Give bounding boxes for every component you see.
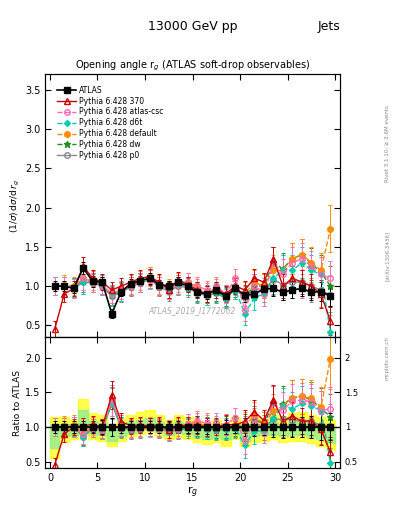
- Legend: ATLAS, Pythia 6.428 370, Pythia 6.428 atlas-csc, Pythia 6.428 d6t, Pythia 6.428 : ATLAS, Pythia 6.428 370, Pythia 6.428 at…: [55, 83, 166, 162]
- Text: ATLAS_2019_I1772062: ATLAS_2019_I1772062: [149, 306, 236, 315]
- Text: mcplots.cern.ch: mcplots.cern.ch: [385, 336, 389, 380]
- Text: Jets: Jets: [317, 20, 340, 33]
- Y-axis label: $(1/\sigma)\,{\rm d}\sigma/{\rm d}\,r_g$: $(1/\sigma)\,{\rm d}\sigma/{\rm d}\,r_g$: [9, 179, 22, 232]
- Text: Rivet 3.1.10; ≥ 2.6M events: Rivet 3.1.10; ≥ 2.6M events: [385, 105, 389, 182]
- Y-axis label: Ratio to ATLAS: Ratio to ATLAS: [13, 370, 22, 436]
- Title: Opening angle r$_g$ (ATLAS soft-drop observables): Opening angle r$_g$ (ATLAS soft-drop obs…: [75, 59, 310, 74]
- X-axis label: r$_g$: r$_g$: [187, 485, 198, 500]
- Text: [arXiv:1306.3436]: [arXiv:1306.3436]: [385, 231, 389, 281]
- Text: 13000 GeV pp: 13000 GeV pp: [148, 20, 237, 33]
